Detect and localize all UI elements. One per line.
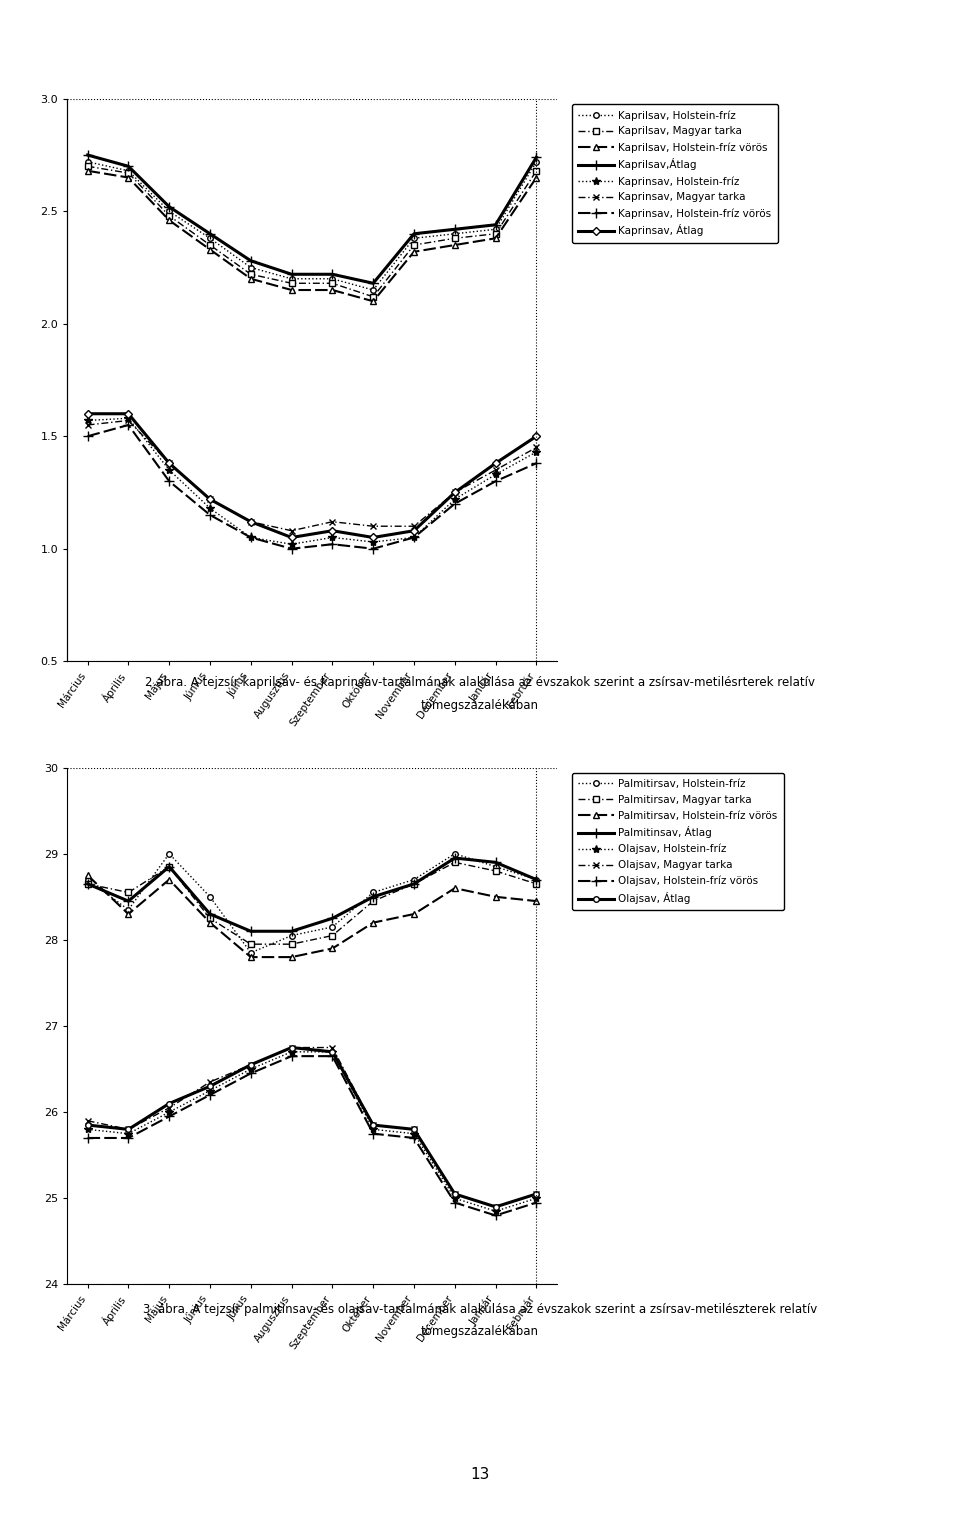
Text: 3. ábra. A tejzsír palmitinsav- és olajsav-tartalmának alakulása az évszakok sze: 3. ábra. A tejzsír palmitinsav- és olajs… bbox=[143, 1303, 817, 1316]
Text: 13: 13 bbox=[470, 1467, 490, 1482]
Text: 2.ábra. A tejzsír kaprilsav- és kaprinsav-tartalmának alakulása az évszakok szer: 2.ábra. A tejzsír kaprilsav- és kaprinsa… bbox=[145, 676, 815, 690]
Legend: Kaprilsav, Holstein-fríz, Kaprilsav, Magyar tarka, Kaprilsav, Holstein-fríz vörö: Kaprilsav, Holstein-fríz, Kaprilsav, Mag… bbox=[571, 103, 778, 243]
Text: tömegszázalékában: tömegszázalékában bbox=[421, 1325, 539, 1339]
Text: tömegszázalékában: tömegszázalékában bbox=[421, 699, 539, 713]
Legend: Palmitirsav, Holstein-fríz, Palmitirsav, Magyar tarka, Palmitirsav, Holstein-frí: Palmitirsav, Holstein-fríz, Palmitirsav,… bbox=[571, 772, 784, 910]
